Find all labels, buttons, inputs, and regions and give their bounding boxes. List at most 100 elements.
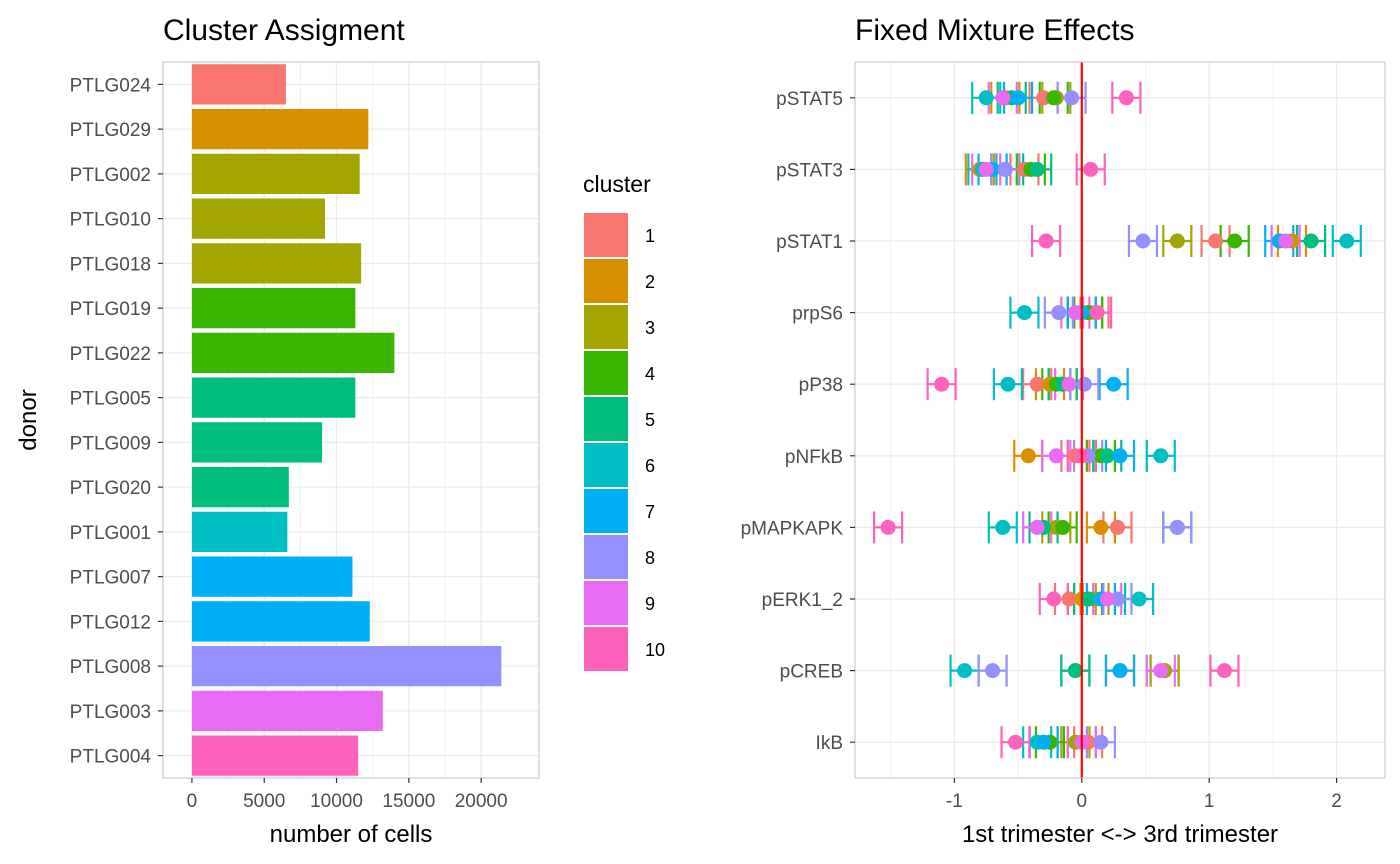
point-cluster-10-prps6 <box>1089 305 1105 321</box>
legend-swatch-1 <box>584 213 628 257</box>
point-cluster-5-pstat1 <box>1303 233 1319 249</box>
bar-ptlg008 <box>191 645 502 687</box>
bar-ptlg018 <box>191 243 362 284</box>
y-tick-label: pNFkB <box>785 447 843 468</box>
legend-label-3: 3 <box>645 318 655 338</box>
point-cluster-2-pmapkapk <box>1093 519 1109 535</box>
point-cluster-2-pnfkb <box>1020 448 1036 464</box>
legend-swatch-9 <box>584 581 628 625</box>
point-cluster-8-pstat5 <box>1064 90 1080 106</box>
y-tick-label: PTLG002 <box>70 165 151 186</box>
bar-ptlg024 <box>191 64 286 105</box>
point-cluster-10-pstat5 <box>1118 90 1134 106</box>
bar-chart-y-axis-title: donor <box>15 389 42 450</box>
y-tick-label: IkB <box>816 733 843 754</box>
point-cluster-4-pstat5 <box>1046 90 1062 106</box>
point-cluster-7-ikb <box>1036 734 1052 750</box>
legend-swatch-4 <box>584 351 628 395</box>
legend-label-4: 4 <box>645 364 655 384</box>
bar-ptlg001 <box>191 511 288 553</box>
point-cluster-9-pp38 <box>1061 376 1077 392</box>
y-tick-label: pSTAT1 <box>776 232 843 253</box>
legend-label-6: 6 <box>645 456 655 476</box>
bar-chart-panel: Cluster Assigment PTLG024PTLG029PTLG002P… <box>15 14 540 848</box>
point-cluster-5-pcreb <box>1067 663 1083 679</box>
point-cluster-9-pcreb <box>1153 663 1169 679</box>
x-tick-label: 0 <box>1076 791 1087 812</box>
bar-ptlg009 <box>191 422 323 463</box>
bar-chart-title: Cluster Assigment <box>163 14 405 47</box>
y-tick-label: prpS6 <box>792 304 843 325</box>
point-cluster-8-pstat3 <box>997 161 1013 177</box>
point-cluster-8-pcreb <box>985 663 1001 679</box>
legend-label-8: 8 <box>645 548 655 568</box>
y-tick-label: PTLG018 <box>70 254 151 275</box>
x-tick-label: 20000 <box>455 791 508 812</box>
bar-ptlg022 <box>191 332 395 374</box>
y-tick-label: PTLG022 <box>70 344 151 365</box>
legend-label-5: 5 <box>645 410 655 430</box>
point-cluster-9-pstat3 <box>978 161 994 177</box>
cluster-legend: cluster 1 2 3 4 5 6 7 8 9 10 <box>583 171 665 671</box>
legend-swatch-6 <box>584 443 628 487</box>
effects-chart-x-ticks: -1 0 1 2 <box>946 778 1342 812</box>
y-tick-label: PTLG009 <box>70 433 151 454</box>
point-cluster-6-prps6 <box>1016 305 1032 321</box>
y-tick-label: PTLG012 <box>70 612 151 633</box>
x-tick-label: 5000 <box>243 791 285 812</box>
legend-swatch-2 <box>584 259 628 303</box>
bar-ptlg012 <box>191 601 370 642</box>
legend-label-7: 7 <box>645 502 655 522</box>
point-cluster-7-pcreb <box>1112 663 1128 679</box>
bar-ptlg002 <box>191 153 360 195</box>
point-cluster-5-perk1_2 <box>1080 591 1096 607</box>
point-cluster-6-pcreb <box>957 663 973 679</box>
point-cluster-10-pmapkapk <box>880 519 896 535</box>
point-cluster-1-pstat1 <box>1208 233 1224 249</box>
bar-ptlg029 <box>191 108 369 150</box>
y-tick-label: PTLG004 <box>70 747 152 768</box>
point-cluster-1-pmapkapk <box>1109 519 1125 535</box>
bar-chart-y-ticks: PTLG024 PTLG029 PTLG002 PTLG010 PTLG018 PTLG0… <box>70 75 163 768</box>
point-cluster-10-pstat3 <box>1083 161 1099 177</box>
y-tick-label: PTLG005 <box>70 389 151 410</box>
bar-ptlg005 <box>191 377 356 418</box>
x-tick-label: 1 <box>1204 791 1215 812</box>
y-tick-label: pSTAT3 <box>776 160 843 181</box>
legend-swatch-10 <box>584 627 628 671</box>
point-cluster-9-pstat1 <box>1278 233 1294 249</box>
y-tick-label: pERK1_2 <box>762 590 843 611</box>
effects-chart-panel: Fixed Mixture Effects pSTAT5 pSTAT3 pSTAT1… <box>741 14 1386 848</box>
point-cluster-6-pnfkb <box>1153 448 1169 464</box>
point-cluster-8-prps6 <box>1051 305 1067 321</box>
bar-chart-panel-border <box>162 61 540 779</box>
legend-label-10: 10 <box>645 640 665 660</box>
point-cluster-9-perk1_2 <box>1099 591 1115 607</box>
effects-chart-title: Fixed Mixture Effects <box>855 14 1135 47</box>
point-cluster-10-perk1_2 <box>1046 591 1062 607</box>
legend-entries: 1 2 3 4 5 6 7 8 9 10 <box>584 213 665 671</box>
x-tick-label: 2 <box>1331 791 1342 812</box>
point-cluster-10-pstat1 <box>1038 233 1054 249</box>
y-tick-label: PTLG007 <box>70 568 151 589</box>
effects-chart-x-axis-title: 1st trimester <-> 3rd trimester <box>962 821 1278 848</box>
point-cluster-8-pp38 <box>1076 376 1092 392</box>
point-cluster-6-pp38 <box>1000 376 1016 392</box>
bar-chart-x-ticks: 0 5000 10000 15000 20000 <box>187 778 508 812</box>
point-cluster-4-pmapkapk <box>1055 519 1071 535</box>
point-cluster-9-prps6 <box>1067 305 1083 321</box>
effects-chart-panel-border <box>854 61 1386 779</box>
point-cluster-5-pnfkb <box>1099 448 1115 464</box>
legend-label-9: 9 <box>645 594 655 614</box>
bar-chart-bars <box>191 64 502 776</box>
y-tick-label: PTLG019 <box>70 299 151 320</box>
bar-ptlg003 <box>191 690 383 732</box>
point-cluster-10-pp38 <box>934 376 950 392</box>
bar-ptlg020 <box>191 466 289 508</box>
legend-swatch-8 <box>584 535 628 579</box>
y-tick-label: pMAPKAPK <box>741 518 844 539</box>
point-cluster-3-pstat1 <box>1169 233 1185 249</box>
y-tick-label: PTLG020 <box>70 478 151 499</box>
point-cluster-10-pcreb <box>1216 663 1232 679</box>
y-tick-label: PTLG008 <box>70 657 151 678</box>
